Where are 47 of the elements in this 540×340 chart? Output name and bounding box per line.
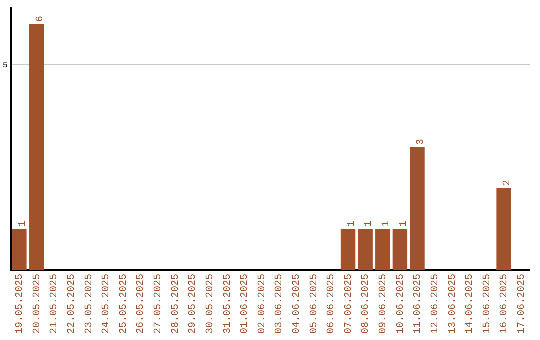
x-tick-label: 14.06.2025 [465, 274, 476, 334]
bar [358, 229, 373, 270]
x-tick-label: 07.06.2025 [344, 274, 355, 334]
data-label: 1 [346, 221, 358, 228]
x-tick-label: 03.06.2025 [274, 274, 286, 334]
x-tick-label: 12.06.2025 [430, 274, 442, 334]
x-tick-label: 08.06.2025 [361, 274, 372, 334]
x-tick-label: 29.05.2025 [188, 274, 200, 334]
x-tick-label: 04.06.2025 [292, 274, 303, 334]
x-tick-label: 24.05.2025 [102, 274, 113, 334]
x-tick-label: 05.06.2025 [309, 274, 320, 334]
bar [496, 188, 512, 270]
bar [29, 24, 44, 270]
data-label: 1 [364, 221, 376, 228]
x-tick-label: 16.06.2025 [500, 274, 511, 334]
x-tick-label: 22.05.2025 [67, 274, 78, 334]
x-tick-label: 23.05.2025 [84, 274, 96, 334]
bar [340, 229, 356, 270]
x-tick-label: 19.05.2025 [15, 274, 26, 334]
x-tick-label: 28.05.2025 [170, 274, 182, 334]
x-tick-label: 06.06.2025 [326, 274, 338, 334]
data-label: 1 [398, 221, 410, 228]
data-label: 1 [18, 221, 30, 228]
x-tick-label: 26.05.2025 [136, 274, 148, 334]
x-tick-label: 20.05.2025 [32, 274, 44, 334]
x-tick-label: 21.05.2025 [50, 274, 61, 334]
x-tick-label: 30.05.2025 [205, 274, 216, 334]
bar [410, 147, 425, 270]
data-label: 2 [502, 180, 514, 186]
x-tick-label: 15.06.2025 [482, 274, 494, 334]
x-tick-label: 17.06.2025 [516, 274, 528, 334]
x-tick-label: 31.05.2025 [222, 274, 234, 334]
x-tick-label: 11.06.2025 [413, 274, 424, 334]
x-tick-label: 27.05.2025 [154, 274, 165, 334]
data-label: 6 [35, 16, 46, 22]
data-label: 1 [382, 221, 393, 228]
x-tick-label: 10.06.2025 [396, 274, 407, 334]
x-tick-label: 02.06.2025 [257, 274, 268, 334]
y-tick-label: 5 [2, 61, 8, 70]
x-tick-label: 09.06.2025 [378, 274, 390, 334]
bar [12, 229, 27, 270]
data-label: 3 [416, 139, 428, 146]
x-tick-label: 25.05.2025 [118, 274, 130, 334]
bar [392, 229, 408, 270]
bar [376, 229, 390, 270]
x-tick-label: 13.06.2025 [448, 274, 459, 334]
x-tick-label: 01.06.2025 [240, 274, 252, 334]
